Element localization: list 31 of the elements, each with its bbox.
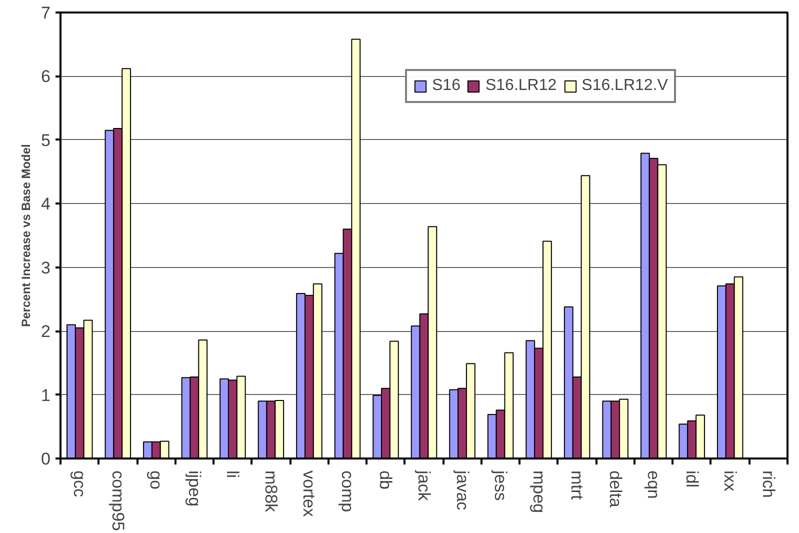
x-tick-label: comp [338,470,357,512]
x-tick-label: ijpeg [184,470,204,506]
y-tick-label: 2 [41,322,51,342]
x-tick-label: jess [491,470,510,501]
x-tick-label: vortex [300,470,319,518]
x-tick-label: m88k [261,470,280,513]
x-tick-label: ixx [720,470,740,492]
x-tick-label: jack [414,470,434,502]
y-tick-label: 7 [41,4,51,22]
y-tick-label: 0 [41,450,51,468]
y-axis-title: Percent Increase vs Base Model [19,144,34,327]
legend-label: S16.LR12.V [582,77,668,95]
y-tick-label: 4 [41,194,51,214]
x-tick-label: gcc [70,470,90,498]
x-tick-label: rich [758,470,778,498]
x-tick-label: javac [452,470,472,511]
x-tick-label: li [223,470,242,478]
y-tick-label: 3 [41,258,51,278]
x-tick-label: eqn [644,470,664,499]
x-tick-label: delta [606,470,625,508]
x-tick-label: mtrt [568,470,587,500]
legend-label: S16 [432,77,460,95]
x-tick-label: db [376,470,396,490]
y-tick-label: 5 [41,130,51,150]
legend-label: S16.LR12 [485,77,557,95]
x-tick-label: comp95 [108,470,128,531]
x-tick-label: idl [682,470,702,488]
x-tick-label: go [146,470,166,490]
x-tick-label: mpeg [529,470,548,514]
y-tick-label: 6 [41,67,51,86]
y-tick-label: 1 [41,386,51,405]
